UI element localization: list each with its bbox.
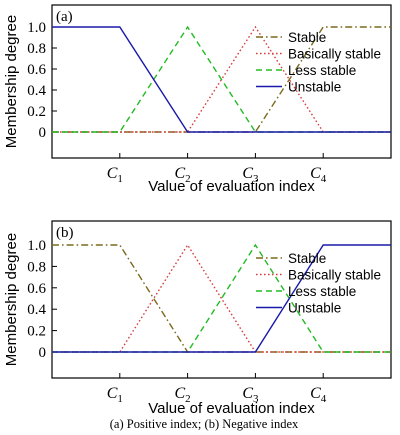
x-tick-label: C3 — [242, 165, 259, 185]
y-tick-label: 0.8 — [27, 41, 46, 57]
x-tick-label: C1 — [107, 165, 123, 185]
panel-label: (b) — [56, 225, 74, 241]
y-axis-label: Membership degree — [3, 15, 20, 148]
x-axis-label: Value of evaluation index — [148, 178, 315, 195]
plot-frame — [51, 220, 392, 379]
y-tick-label: 0.6 — [27, 62, 46, 78]
series-line-stable — [52, 244, 391, 353]
legend-label: Basically stable — [288, 268, 381, 283]
x-tick-label: C1 — [107, 385, 123, 405]
legend-label: Less stable — [288, 63, 356, 78]
figure-caption: (a) Positive index; (b) Negative index — [110, 417, 299, 431]
series-line-stable — [52, 26, 391, 133]
y-tick-label: 1.0 — [27, 238, 46, 254]
y-tick-label: 1.0 — [27, 20, 46, 36]
y-tick-label: 0.8 — [27, 259, 46, 275]
legend-label: Unstable — [288, 80, 341, 95]
y-tick-label: 0.2 — [27, 324, 46, 340]
x-tick-label: C4 — [310, 385, 327, 405]
y-tick-label: 0.4 — [27, 302, 46, 318]
legend-label: Unstable — [288, 301, 341, 316]
legend-label: Basically stable — [288, 47, 381, 62]
legend-label: Stable — [288, 30, 326, 45]
plot-frame — [51, 4, 392, 159]
y-tick-label: 0.6 — [27, 281, 46, 297]
panel-label: (a) — [56, 9, 73, 25]
x-tick-label: C2 — [175, 165, 191, 185]
y-tick-label: 0 — [39, 345, 47, 361]
series-line-unstable — [52, 244, 391, 353]
y-tick-label: 0.2 — [27, 104, 46, 120]
x-tick-label: C3 — [242, 385, 259, 405]
y-tick-label: 0.4 — [27, 83, 46, 99]
legend-label: Stable — [288, 251, 326, 266]
legend-label: Less stable — [288, 284, 356, 299]
x-tick-label: C4 — [310, 165, 327, 185]
y-tick-label: 0 — [39, 125, 47, 141]
x-tick-label: C2 — [175, 385, 191, 405]
y-axis-label: Membership degree — [3, 233, 20, 366]
series-line-unstable — [52, 26, 391, 133]
x-axis-label: Value of evaluation index — [148, 400, 315, 417]
